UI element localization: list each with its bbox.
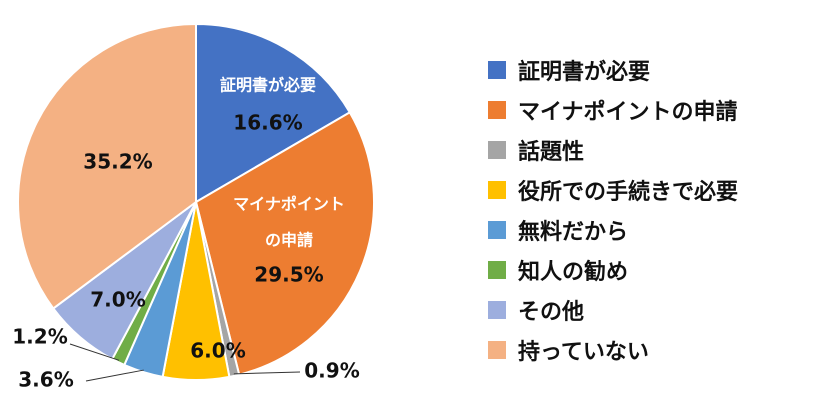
legend-swatch — [488, 261, 506, 279]
pie-slice — [195, 22, 352, 204]
legend-item: マイナポイントの申請 — [488, 90, 808, 130]
legend-item: 持っていない — [488, 330, 808, 370]
slice-label: 16.6% — [233, 111, 302, 135]
slice-label: 3.6% — [18, 368, 73, 392]
legend-item: 無料だから — [488, 210, 808, 250]
legend-swatch — [488, 141, 506, 159]
slice-label: 6.0% — [190, 339, 245, 363]
legend-label: 役所での手続きで必要 — [518, 180, 739, 205]
legend-item: 知人の勧め — [488, 250, 808, 290]
legend-swatch — [488, 341, 506, 359]
legend-label: 話題性 — [518, 140, 585, 165]
legend-label: 持っていない — [518, 340, 649, 365]
slice-label: 7.0% — [90, 288, 145, 312]
legend-label: その他 — [518, 300, 585, 325]
legend-item: その他 — [488, 290, 808, 330]
leader-line — [69, 343, 120, 361]
legend-swatch — [488, 101, 506, 119]
leader-line — [233, 371, 301, 375]
legend-swatch — [488, 61, 506, 79]
slice-label: 1.2% — [12, 325, 67, 349]
legend-item: 証明書が必要 — [488, 50, 808, 90]
slice-label: の申請 — [265, 231, 313, 250]
legend-item: 役所での手続きで必要 — [488, 170, 808, 210]
pie-chart: 証明書が必要 16.6% マイナポイントの申請 29.5% 0.9% 6.0% 3.6% 1.… — [12, 22, 375, 392]
legend-label: 証明書が必要 — [518, 60, 651, 85]
legend-swatch — [488, 221, 506, 239]
legend: 証明書が必要 マイナポイントの申請 話題性 役所での手続きで必要 無料だから 知… — [488, 50, 808, 370]
legend-label: 無料だから — [518, 220, 629, 245]
legend-label: 知人の勧め — [518, 260, 629, 285]
legend-item: 話題性 — [488, 130, 808, 170]
leader-line — [85, 369, 144, 382]
legend-swatch — [488, 301, 506, 319]
pie-slice — [194, 110, 375, 376]
legend-swatch — [488, 181, 506, 199]
slice-label: マイナポイント — [233, 195, 345, 214]
legend-label: マイナポイントの申請 — [518, 100, 738, 125]
pie-slice — [17, 22, 197, 310]
slice-label: 証明書が必要 — [220, 76, 316, 95]
slice-label: 35.2% — [83, 150, 152, 174]
slice-label: 0.9% — [304, 359, 359, 383]
slice-label: 29.5% — [254, 263, 323, 287]
